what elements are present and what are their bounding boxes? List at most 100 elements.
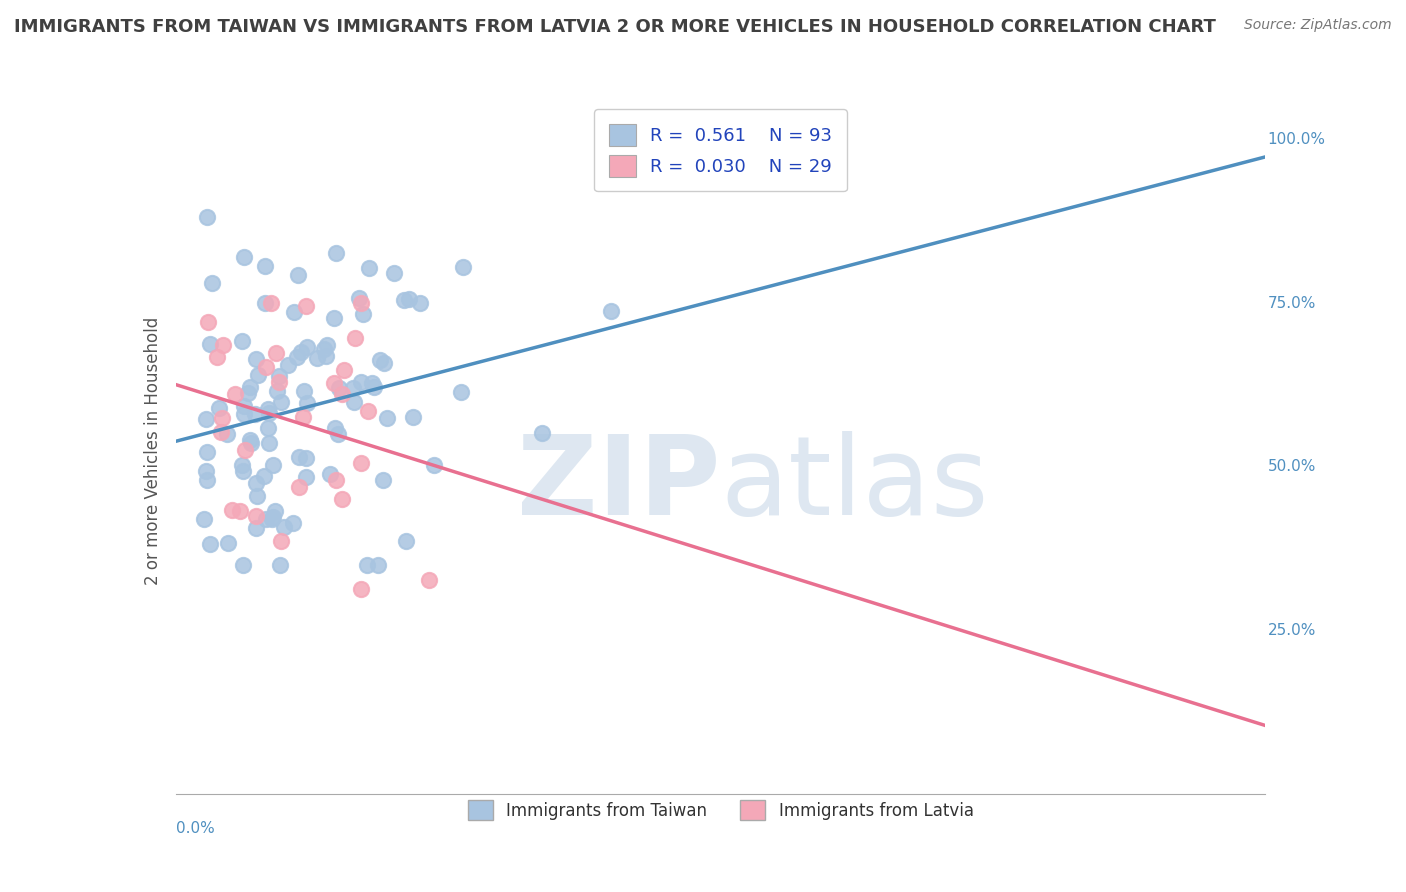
Point	[347, 292, 370, 306]
Point	[344, 331, 367, 345]
Point	[195, 411, 218, 425]
Point	[260, 512, 283, 526]
Point	[342, 381, 364, 395]
Point	[211, 411, 233, 425]
Text: 50.0%: 50.0%	[1268, 459, 1316, 475]
Point	[198, 337, 221, 351]
Point	[288, 480, 311, 494]
Point	[253, 468, 276, 483]
Point	[246, 489, 269, 503]
Point	[232, 400, 254, 414]
Point	[363, 380, 385, 394]
Text: 75.0%: 75.0%	[1268, 296, 1316, 310]
Point	[323, 421, 346, 435]
Point	[600, 303, 623, 318]
Point	[254, 359, 277, 374]
Point	[229, 504, 252, 518]
Point	[195, 473, 218, 487]
Point	[350, 582, 373, 596]
Point	[232, 407, 254, 421]
Point	[328, 381, 350, 395]
Point	[232, 464, 254, 478]
Point	[395, 534, 418, 549]
Text: 25.0%: 25.0%	[1268, 623, 1316, 638]
Point	[198, 536, 221, 550]
Point	[193, 511, 215, 525]
Point	[423, 458, 446, 472]
Point	[315, 338, 337, 352]
Point	[287, 450, 309, 464]
Point	[382, 267, 405, 281]
Point	[359, 261, 381, 276]
Point	[409, 296, 432, 310]
Point	[264, 504, 287, 518]
Point	[200, 276, 222, 290]
Point	[294, 451, 316, 466]
Point	[269, 558, 291, 572]
Point	[257, 406, 280, 420]
Point	[247, 368, 270, 383]
Y-axis label: 2 or more Vehicles in Household: 2 or more Vehicles in Household	[143, 317, 162, 584]
Point	[392, 293, 415, 308]
Point	[356, 558, 378, 572]
Point	[330, 492, 353, 507]
Point	[295, 299, 318, 313]
Point	[253, 296, 276, 310]
Point	[350, 457, 373, 471]
Point	[350, 296, 373, 310]
Point	[212, 337, 235, 351]
Point	[398, 292, 420, 306]
Point	[207, 350, 229, 364]
Point	[315, 349, 337, 363]
Point	[254, 259, 277, 273]
Point	[195, 211, 218, 225]
Point	[343, 395, 366, 409]
Point	[375, 411, 398, 425]
Point	[402, 410, 425, 425]
Point	[262, 458, 284, 472]
Point	[262, 509, 284, 524]
Point	[233, 250, 256, 264]
Point	[239, 380, 262, 394]
Point	[245, 509, 267, 524]
Point	[233, 442, 256, 457]
Point	[287, 268, 309, 282]
Point	[326, 427, 349, 442]
Point	[231, 334, 253, 348]
Point	[314, 342, 336, 356]
Point	[285, 351, 308, 365]
Point	[373, 356, 395, 370]
Point	[330, 387, 353, 401]
Point	[350, 376, 373, 390]
Text: atlas: atlas	[721, 432, 988, 538]
Point	[215, 427, 238, 442]
Point	[245, 521, 267, 535]
Point	[352, 307, 374, 321]
Point	[236, 386, 259, 401]
Point	[245, 407, 267, 421]
Point	[360, 376, 382, 390]
Point	[245, 476, 267, 491]
Point	[530, 426, 553, 441]
Point	[208, 401, 231, 415]
Point	[240, 436, 263, 450]
Point	[451, 260, 474, 275]
Point	[195, 464, 218, 478]
Point	[450, 385, 472, 400]
Point	[295, 396, 318, 410]
Point	[273, 520, 295, 534]
Point	[231, 458, 253, 473]
Text: ZIP: ZIP	[517, 432, 721, 538]
Point	[269, 376, 291, 390]
Text: 0.0%: 0.0%	[176, 822, 215, 837]
Point	[256, 420, 278, 434]
Point	[217, 536, 239, 550]
Point	[270, 534, 292, 549]
Point	[325, 246, 347, 260]
Point	[325, 473, 347, 487]
Point	[295, 469, 318, 483]
Point	[323, 376, 346, 390]
Point	[260, 296, 283, 310]
Point	[290, 345, 312, 359]
Point	[266, 384, 288, 399]
